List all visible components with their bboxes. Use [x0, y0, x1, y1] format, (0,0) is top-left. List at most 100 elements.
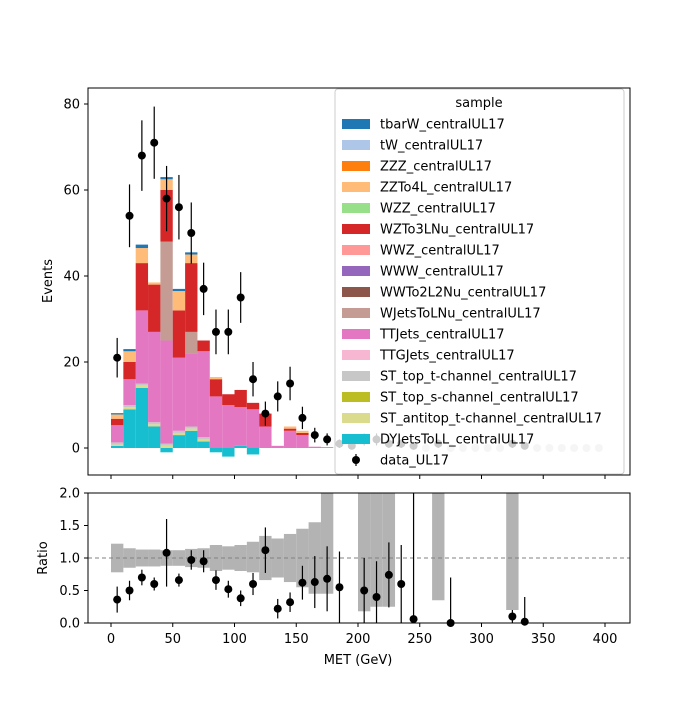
legend-label: WZTo3LNu_centralUL17	[380, 223, 534, 238]
stack-bar	[111, 445, 124, 448]
stack-bar	[283, 428, 297, 431]
ratio-point	[335, 583, 344, 592]
stack-bar	[172, 310, 186, 358]
main-stacked-bars	[111, 177, 334, 457]
ratio-point	[323, 574, 332, 583]
data-point	[323, 435, 332, 444]
stack-bar	[172, 357, 186, 431]
data-point	[298, 413, 307, 422]
stack-bar	[111, 418, 124, 426]
stack-bar	[172, 432, 186, 436]
ratio-point	[236, 594, 245, 603]
x-tick-label: 400	[593, 632, 618, 647]
data-point	[224, 327, 233, 336]
ratio-point	[199, 557, 208, 566]
stack-bar	[160, 241, 173, 341]
data-point	[137, 151, 146, 160]
legend-label: TTJets_centralUL17	[379, 328, 505, 343]
ratio-band-segment	[172, 550, 186, 566]
legend-swatch	[342, 392, 370, 402]
ratio-y-axis-label: Ratio	[36, 541, 51, 574]
stack-bar	[148, 426, 161, 448]
main-y-axis-label: Events	[41, 259, 56, 303]
data-point	[125, 211, 134, 220]
stack-bar	[222, 405, 235, 448]
legend-label: WWTo2L2Nu_centralUL17	[380, 286, 546, 301]
ratio-uncertainty-band	[111, 493, 519, 612]
stack-bar	[283, 426, 297, 429]
ratio-point	[298, 578, 307, 587]
legend-swatch	[342, 119, 370, 129]
data-point	[150, 138, 159, 147]
stack-bar	[185, 353, 198, 427]
stack-bar	[197, 340, 210, 352]
stack-bar	[123, 349, 136, 352]
ratio-point	[286, 598, 295, 607]
stack-bar	[222, 394, 235, 405]
stack-bar	[111, 442, 124, 445]
stack-bar	[296, 430, 309, 433]
stack-bar	[135, 248, 149, 264]
data-point	[113, 353, 122, 362]
data-point	[261, 409, 270, 418]
ratio-y-tick-label: 0.0	[59, 617, 80, 632]
stack-bar	[111, 414, 124, 419]
stack-bar	[123, 407, 136, 410]
legend-swatch	[342, 287, 370, 297]
legend-swatch	[342, 182, 370, 192]
legend-swatch	[342, 371, 370, 381]
stack-bar	[296, 432, 309, 436]
legend-swatch	[342, 266, 370, 276]
stack-bar	[185, 263, 198, 332]
ratio-band-segment	[432, 493, 445, 601]
legend: sample tbarW_centralUL17 tW_centralUL17 ZZ…	[334, 88, 625, 475]
ratio-point	[150, 580, 159, 588]
stack-bar	[148, 284, 161, 332]
main-y-tick-label: 0	[72, 442, 80, 457]
ratio-plot-frame	[87, 492, 631, 624]
x-tick-label: 350	[531, 632, 556, 647]
legend-swatch	[342, 413, 370, 423]
stack-bar	[123, 362, 136, 380]
ratio-point	[508, 612, 517, 621]
data-point	[310, 431, 319, 440]
x-tick-label: 300	[469, 632, 494, 647]
legend-title: sample	[455, 96, 502, 111]
legend-swatch	[342, 308, 370, 318]
ratio-point	[125, 586, 134, 595]
legend-box	[334, 88, 625, 475]
ratio-band-segment	[320, 493, 334, 594]
stack-bar	[283, 430, 297, 448]
legend-label: WWZ_centralUL17	[380, 244, 500, 259]
legend-label: ST_top_t-channel_centralUL17	[380, 370, 577, 385]
legend-label: ST_top_s-channel_centralUL17	[380, 391, 579, 406]
stack-bar	[197, 351, 210, 438]
stack-bar	[148, 422, 161, 425]
stack-series-0	[111, 387, 260, 457]
ratio-band-segment	[283, 533, 297, 583]
stack-bar	[234, 407, 247, 446]
x-tick-label: 250	[407, 632, 432, 647]
ratio-point	[409, 615, 418, 624]
legend-label: data_UL17	[380, 454, 449, 469]
x-axis-label: MET (GeV)	[324, 653, 393, 668]
ratio-point	[397, 580, 406, 588]
ratio-band-segment	[246, 541, 260, 573]
stack-bar	[123, 379, 136, 405]
data-point	[162, 194, 171, 203]
legend-label: ZZTo4L_centralUL17	[380, 181, 512, 196]
stack-bar	[172, 430, 186, 433]
stack-bar	[308, 446, 321, 448]
legend-label: DYJetsToLL_centralUL17	[380, 433, 534, 448]
ratio-axes: 0.0 0.5 1.0 1.5 2.0 0 50 100 150 200 250 300 350 400	[59, 487, 617, 648]
stack-bar	[111, 425, 124, 443]
main-y-tick-label: 40	[63, 270, 80, 285]
ratio-point	[372, 593, 381, 601]
stack-bar	[160, 340, 173, 444]
stack-bar	[148, 331, 161, 423]
ratio-point	[137, 573, 146, 582]
legend-label: WWW_centralUL17	[380, 265, 504, 280]
ratio-point	[273, 604, 282, 613]
stack-bar	[296, 435, 309, 448]
